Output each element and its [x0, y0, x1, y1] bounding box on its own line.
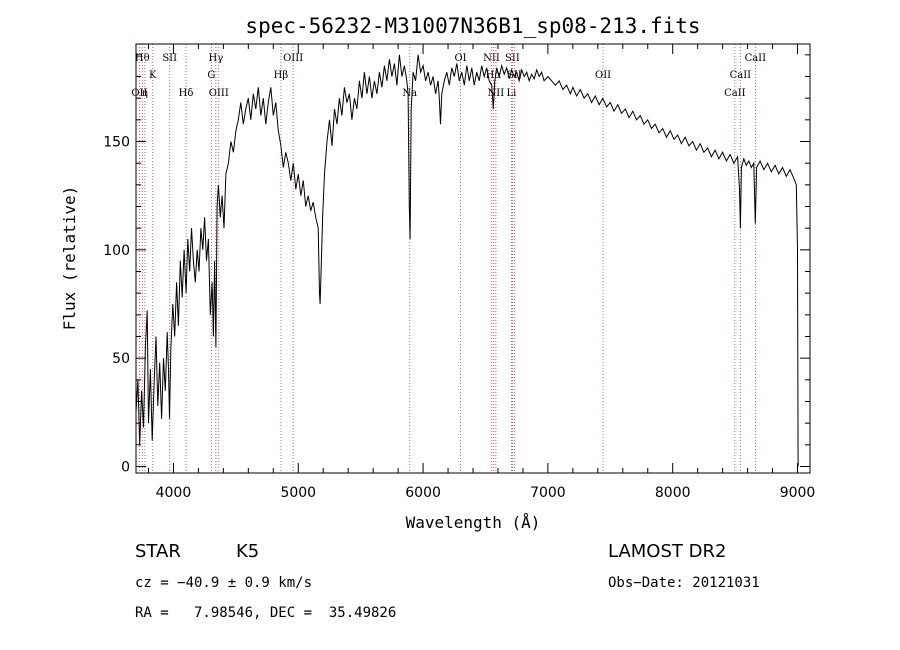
- y-tick-label-0: 0: [121, 460, 130, 476]
- chart-title: spec-56232-M31007N36B1_sp08-213.fits: [245, 14, 700, 38]
- spectral-line-markers: OII Hθ ηK SII Hδ G Hγ OIII Hβ OIII Na OI NII Hα NII SII…: [131, 44, 766, 473]
- marker-label-12: OI: [454, 53, 466, 64]
- coordinates: RA = 7.98546, DEC = 35.49826: [135, 605, 397, 621]
- y-tick-label-2: 100: [103, 243, 130, 259]
- redshift-cz: cz = −40.9 ± 0.9 km/s: [135, 575, 313, 591]
- survey-name: LAMOST DR2: [608, 541, 727, 562]
- marker-label-10: OIII: [283, 53, 303, 64]
- marker-label-4: SII: [162, 53, 177, 64]
- marker-label-7: Hγ: [209, 53, 224, 64]
- marker-label-1: Hθ: [135, 53, 150, 64]
- spectrum-series-line: [135, 54, 799, 467]
- x-tick-label-1: 5000: [280, 485, 316, 501]
- marker-label-6: G: [207, 70, 215, 81]
- marker-label-2: η: [142, 88, 148, 99]
- marker-label-16: SII: [505, 53, 520, 64]
- x-axis-label: Wavelength (Å): [406, 513, 541, 532]
- x-tick-label-0: 4000: [156, 485, 192, 501]
- x-tick-label-3: 7000: [530, 485, 566, 501]
- y-axis-label: Flux (relative): [60, 186, 79, 331]
- marker-label-19: OII: [595, 70, 611, 81]
- x-tick-label-2: 6000: [405, 485, 441, 501]
- x-tick-label-4: 8000: [655, 485, 691, 501]
- marker-label-3: K: [149, 70, 157, 81]
- marker-label-22: CaII: [745, 53, 767, 64]
- y-tick-label-3: 150: [103, 135, 130, 151]
- marker-label-14: Hα: [486, 70, 502, 81]
- axis-ticks: 4000 5000 6000 7000 8000 9000 0 50 100 150: [103, 44, 815, 501]
- marker-label-21: CaII: [730, 70, 752, 81]
- marker-label-18: Li: [507, 88, 517, 99]
- y-tick-label-1: 50: [112, 351, 130, 367]
- marker-label-13: NII: [483, 53, 500, 64]
- marker-label-20: CaII: [724, 88, 746, 99]
- marker-label-0: OII: [131, 88, 147, 99]
- x-tick-label-5: 9000: [780, 485, 816, 501]
- plot-frame: [135, 43, 811, 474]
- object-class: STAR: [135, 541, 181, 562]
- marker-label-11: Na: [402, 88, 417, 99]
- observation-date: Obs−Date: 20121031: [608, 575, 760, 591]
- marker-label-15: NII: [488, 88, 505, 99]
- object-subclass: K5: [236, 541, 260, 562]
- marker-label-8: OIII: [209, 88, 229, 99]
- marker-label-5: Hδ: [179, 88, 194, 99]
- marker-label-9: Hβ: [274, 70, 289, 81]
